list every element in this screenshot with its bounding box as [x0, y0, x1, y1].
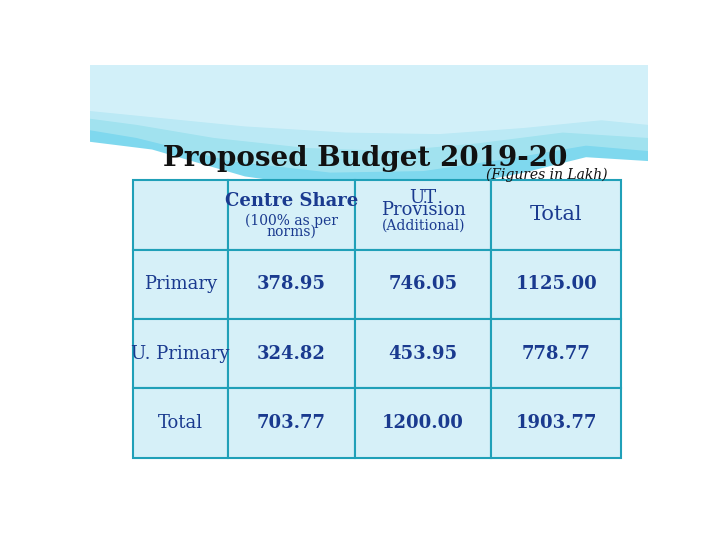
- Text: U. Primary: U. Primary: [131, 345, 230, 362]
- Bar: [228, 249, 355, 319]
- Bar: [132, 249, 228, 319]
- Text: UT: UT: [410, 189, 437, 207]
- Bar: [355, 180, 492, 249]
- Text: 1125.00: 1125.00: [516, 275, 597, 293]
- Text: 324.82: 324.82: [257, 345, 325, 362]
- Text: (100% as per: (100% as per: [245, 214, 338, 228]
- Text: 1200.00: 1200.00: [382, 414, 464, 432]
- Text: (Figures in Lakh): (Figures in Lakh): [487, 168, 608, 182]
- Bar: [90, 111, 648, 481]
- Bar: [132, 180, 228, 249]
- Text: 778.77: 778.77: [522, 345, 590, 362]
- Polygon shape: [90, 65, 648, 134]
- Text: 453.95: 453.95: [389, 345, 458, 362]
- Bar: [355, 319, 492, 388]
- Bar: [492, 319, 621, 388]
- Text: 378.95: 378.95: [257, 275, 326, 293]
- Text: Provision: Provision: [381, 201, 466, 219]
- Polygon shape: [90, 65, 648, 192]
- Text: Primary: Primary: [144, 275, 217, 293]
- Bar: [355, 388, 492, 457]
- Bar: [132, 319, 228, 388]
- Text: (Additional): (Additional): [382, 219, 465, 233]
- Bar: [492, 388, 621, 457]
- Text: Total: Total: [530, 205, 582, 225]
- Text: 1903.77: 1903.77: [516, 414, 597, 432]
- Polygon shape: [90, 65, 648, 151]
- Bar: [355, 249, 492, 319]
- Text: 703.77: 703.77: [257, 414, 326, 432]
- Bar: [492, 249, 621, 319]
- Text: Total: Total: [158, 414, 203, 432]
- Polygon shape: [90, 65, 648, 173]
- Text: norms): norms): [266, 225, 316, 239]
- Text: Centre Share: Centre Share: [225, 192, 358, 210]
- Bar: [228, 180, 355, 249]
- Bar: [228, 388, 355, 457]
- Text: 746.05: 746.05: [389, 275, 458, 293]
- Text: Proposed Budget 2019-20: Proposed Budget 2019-20: [163, 145, 567, 172]
- Bar: [132, 388, 228, 457]
- Bar: [492, 180, 621, 249]
- Bar: [228, 319, 355, 388]
